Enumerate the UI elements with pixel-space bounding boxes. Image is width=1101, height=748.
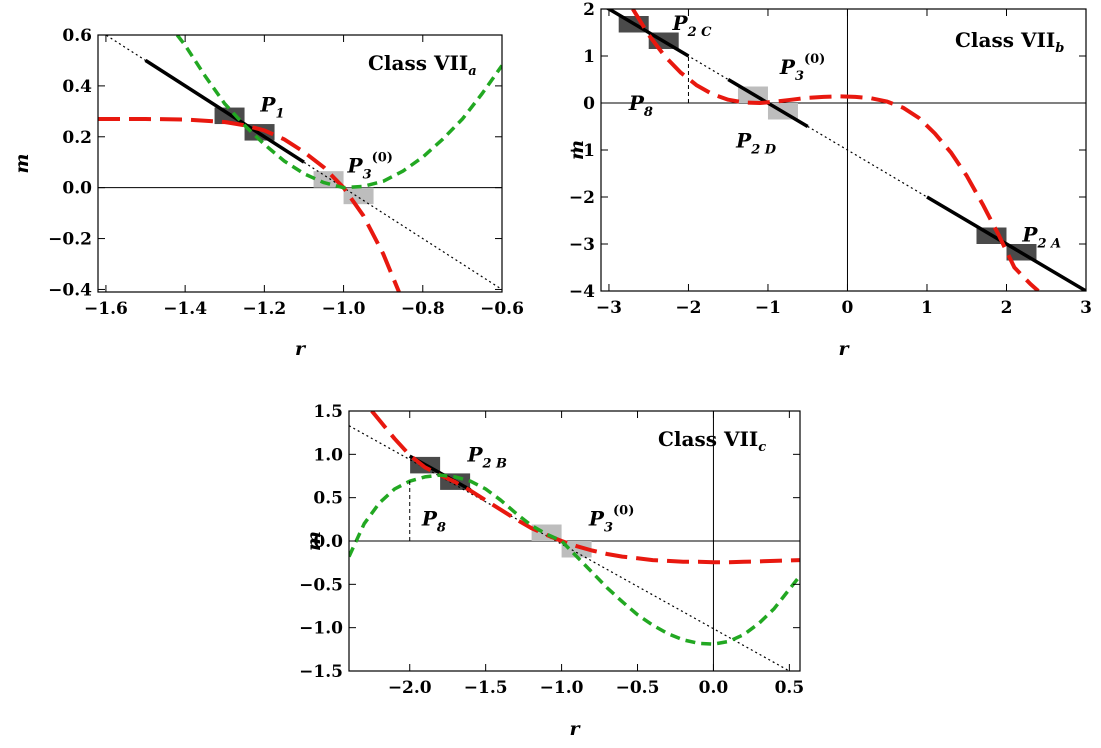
y-tick-label: 2 (583, 0, 595, 20)
x-tick-label: −1.5 (464, 678, 508, 698)
x-tick-label: −2.0 (388, 678, 432, 698)
y-tick-label: 0.2 (62, 128, 92, 148)
series-dotted-line (607, 9, 1086, 291)
marker-upper-left (313, 171, 344, 188)
series-black-line (926, 195, 1086, 291)
marker-lower-right (561, 541, 592, 558)
x-tick-label: −3 (596, 298, 622, 318)
x-tick-label: −0.5 (616, 678, 660, 698)
x-tick-label: 0.5 (775, 678, 805, 698)
x-tick-label: 3 (1080, 298, 1092, 318)
y-tick-label: 1 (583, 47, 595, 67)
marker-lower-right (343, 187, 374, 205)
x-axis-title: r (838, 338, 850, 360)
x-axis-title: r (295, 338, 307, 360)
x-tick-label: −1.2 (242, 299, 286, 319)
x-tick-label: −2 (675, 298, 701, 318)
y-tick-label: 0.0 (313, 532, 343, 552)
panel-class-viia: −1.6 −1.4 −1.2 −1.0 −0.8 −0.6 −0.4 −0.2 0.0 0.2 0.… (11, 26, 524, 360)
x-tick-label: −0.8 (401, 299, 445, 319)
point-label: P3(0) (347, 150, 393, 182)
point-label: P2 A (1021, 223, 1061, 252)
panel-title: Class VIIc (658, 427, 766, 455)
y-tick-label: −2 (569, 188, 595, 208)
y-axis-title: m (11, 153, 33, 173)
x-tick-label: −1 (755, 298, 781, 318)
point-label: P1 (259, 92, 284, 121)
point-label: P8 (421, 506, 446, 535)
y-tick-label: −4 (569, 282, 595, 302)
point-label: P3(0) (588, 503, 634, 535)
x-tick-label: 0.0 (699, 678, 729, 698)
point-label: P2 C (672, 11, 713, 40)
y-tick-label: −1.0 (299, 619, 343, 639)
series-black-line (144, 58, 305, 164)
x-tick-label: −1.0 (322, 299, 366, 319)
series-green-dash (349, 473, 800, 646)
panel-title: Class VIIb (955, 28, 1064, 56)
plot-area (605, 9, 1086, 291)
y-axis-title: m (303, 531, 325, 551)
y-tick-label: 1.5 (313, 402, 343, 422)
y-tick-label: −3 (569, 235, 595, 255)
y-tick-label: 0.0 (62, 179, 92, 199)
point-label: P8 (628, 91, 653, 120)
point-label: P2 B (466, 442, 507, 471)
x-tick-label: −0.6 (480, 299, 524, 319)
y-tick-label: 1.0 (313, 445, 343, 465)
y-tick-label: −1 (569, 141, 595, 161)
y-tick-label: 0.4 (62, 77, 92, 97)
x-tick-label: 2 (1001, 298, 1013, 318)
series-dotted-line (349, 425, 790, 671)
x-tick-label: −1.6 (84, 299, 128, 319)
series-red-dash (631, 9, 1040, 291)
series-red-dash (370, 411, 800, 565)
y-tick-label: −1.5 (299, 662, 343, 682)
y-axis-title: m (566, 140, 588, 160)
series-red-dash (98, 117, 401, 292)
plot-area (98, 35, 502, 292)
panel-class-viic: −2.0 −1.5 −1.0 −0.5 0.0 0.5 −1.5 −1.0 −0.5 0.0 0.5… (299, 402, 804, 740)
x-tick-label: 0 (842, 298, 854, 318)
y-tick-label: 0 (583, 94, 595, 114)
x-tick-label: −1.0 (540, 678, 584, 698)
series-black-line (605, 9, 690, 58)
x-tick-label: 1 (921, 298, 933, 318)
point-label: P3(0) (779, 52, 825, 84)
panel-title: Class VIIa (368, 51, 477, 79)
y-tick-label: −0.4 (48, 280, 92, 300)
x-axis-title: r (569, 718, 581, 740)
y-tick-label: 0.5 (313, 489, 343, 509)
x-tick-label: −1.4 (163, 299, 207, 319)
y-tick-label: −0.5 (299, 575, 343, 595)
point-label: P2 D (735, 129, 777, 158)
y-tick-label: −0.2 (48, 230, 92, 250)
y-tick-label: 0.6 (62, 26, 92, 46)
plot-area (349, 411, 800, 671)
plot-frame (97, 34, 503, 293)
